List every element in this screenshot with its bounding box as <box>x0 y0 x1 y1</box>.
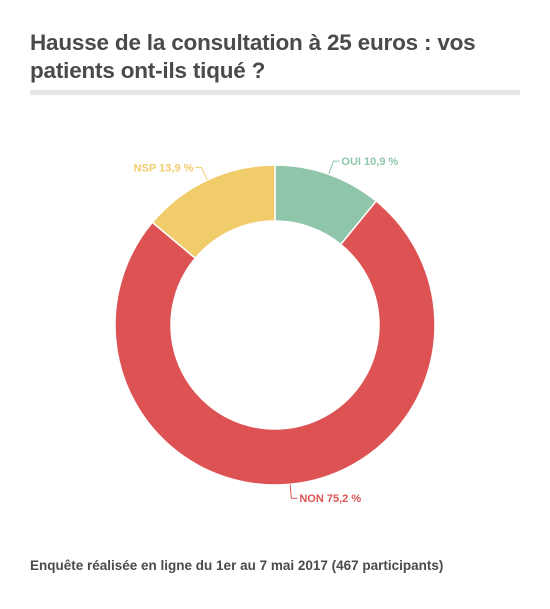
chart-title: Hausse de la consultation à 25 euros : v… <box>30 30 476 83</box>
slice-non <box>114 200 436 486</box>
leader-line-nsp <box>195 166 208 181</box>
slice-label-oui: OUI 10,9 % <box>341 156 398 168</box>
leader-line-oui <box>328 160 340 175</box>
slice-nsp <box>151 164 276 260</box>
slice-label-nsp: NSP 13,9 % <box>134 162 194 174</box>
title-divider <box>30 90 520 95</box>
donut-chart: OUI 10,9 % NON 75,2 % NSP 13,9 % <box>114 156 436 505</box>
survey-source-note: Enquête réalisée en ligne du 1er au 7 ma… <box>30 558 444 573</box>
slice-label-non: NON 75,2 % <box>299 493 361 505</box>
leader-line-non <box>289 484 298 499</box>
